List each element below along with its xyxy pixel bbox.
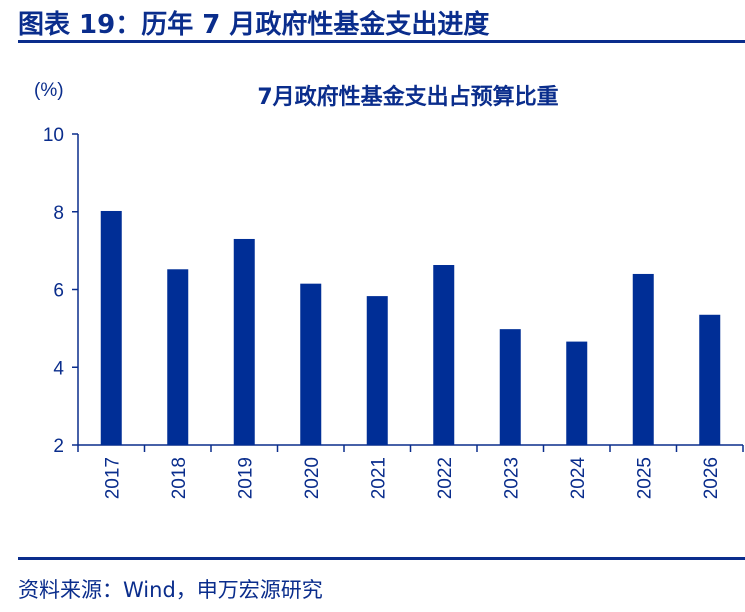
y-axis-unit: (%) [34, 80, 64, 101]
bar-2025 [632, 273, 654, 445]
x-tick-labels: 2017 2018 2019 2020 2021 2022 2023 2024 2025 2026 [102, 457, 722, 500]
bar-2020 [300, 283, 322, 445]
bar-2018 [167, 269, 189, 445]
header-rule [18, 40, 745, 43]
y-tick-label: 8 [53, 203, 64, 224]
x-tick-label: 2018 [169, 457, 190, 499]
x-tick-label: 2024 [568, 457, 589, 500]
x-tick-label: 2017 [102, 457, 123, 499]
x-tick-label: 2020 [302, 457, 323, 499]
bar-2022 [433, 265, 455, 445]
source-note: 资料来源：Wind，申万宏源研究 [18, 578, 323, 602]
x-tick-label: 2019 [235, 457, 256, 499]
chart-title: 7月政府性基金支出占预算比重 [257, 84, 558, 110]
bar-2021 [366, 296, 388, 445]
x-tick-label: 2026 [701, 457, 722, 499]
bar-2026 [699, 314, 721, 445]
y-tick-label: 10 [43, 125, 64, 146]
x-tick-label: 2023 [501, 457, 522, 499]
bar-2019 [233, 238, 255, 445]
bar-2023 [499, 329, 521, 445]
bar-2024 [566, 341, 588, 445]
x-tick-label: 2021 [368, 457, 389, 499]
chart-axes [72, 133, 744, 452]
figure-title: 图表 19：历年 7 月政府性基金支出进度 [18, 10, 490, 40]
y-tick-label: 6 [53, 281, 64, 302]
chart-bars [100, 210, 721, 445]
footer-rule [18, 557, 745, 560]
bar-2017 [100, 210, 122, 445]
x-tick-label: 2025 [634, 457, 655, 499]
x-tick-label: 2022 [435, 457, 456, 499]
y-tick-label: 2 [53, 436, 64, 457]
y-tick-label: 4 [53, 358, 64, 379]
y-tick-labels: 2 4 6 8 10 [43, 125, 65, 457]
